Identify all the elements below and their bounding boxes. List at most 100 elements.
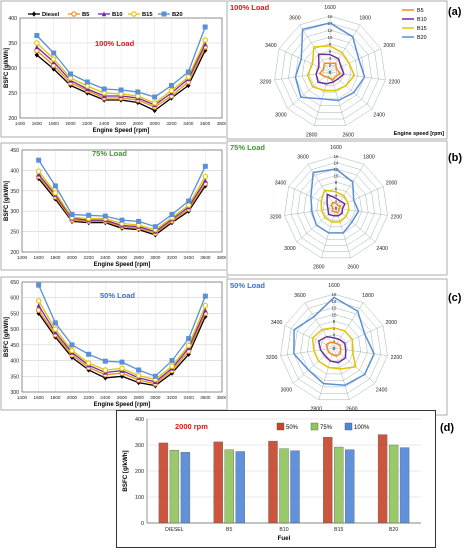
radar-series [311, 327, 357, 370]
radial-tick-label: 16 [332, 292, 337, 297]
radar-grid-ring [274, 15, 386, 126]
radar-spoke [329, 24, 361, 73]
y-tick-label: 350 [10, 189, 19, 195]
radar-spoke [293, 347, 335, 384]
radial-tick-label: 8 [329, 42, 332, 47]
radial-tick-label: 2 [335, 200, 338, 205]
x-tick-label: 2000 [67, 255, 78, 260]
radar-spoke [280, 347, 335, 356]
angle-label: 3400 [265, 43, 277, 49]
x-tick-label: 3000 [150, 395, 161, 400]
y-tick-label: 400 [10, 168, 19, 174]
x-tick-label: 3000 [150, 255, 161, 260]
legend-label: 75% [320, 425, 333, 431]
radar-spoke [287, 71, 331, 109]
radar-series [320, 189, 350, 223]
legend-label: 100% [354, 425, 370, 431]
line-chart-100-svg: 200 250 300 350 400 1400 1600 1800 2000 2200 2400 2… [0, 0, 229, 138]
panel-label-c: (c) [448, 292, 462, 304]
y-tick-label: 350 [8, 41, 17, 47]
radial-tick-label: 10 [332, 312, 337, 317]
data-point [169, 83, 175, 89]
x-tick-label: 3600 [200, 121, 211, 126]
radar-spoke [333, 325, 384, 349]
y-tick-label: 550 [10, 311, 19, 317]
x-tick-label: 2200 [84, 255, 95, 260]
angle-label: 1800 [363, 155, 375, 161]
data-point [86, 351, 92, 357]
x-tick-label: 1600 [34, 395, 45, 400]
data-point [152, 94, 158, 100]
radar-grid-ring [316, 188, 356, 227]
bar [224, 449, 234, 524]
radar-series [294, 22, 366, 102]
load-annotation: 100% Load [230, 3, 270, 12]
y-tick-label: 650 [10, 280, 19, 286]
x-tick-label: 2600 [117, 255, 128, 260]
x-tick-label: 3400 [183, 121, 194, 126]
line-chart-75-load: 200 250 300 350 400 450 1400 1600 1800 2000 2200 24… [0, 142, 230, 272]
x-tick-label: 3400 [184, 255, 195, 260]
angle-label: 2400 [376, 387, 388, 393]
data-point [102, 358, 108, 364]
x-tick-label: 3800 [217, 395, 228, 400]
radar-grid-ring [293, 307, 375, 388]
x-tick-label: B20 [389, 527, 398, 533]
data-point [52, 183, 58, 189]
data-point [69, 342, 75, 348]
x-tick-label: 1800 [50, 395, 61, 400]
data-point [186, 336, 192, 342]
radar-grid-ring [329, 201, 343, 215]
bar [377, 434, 388, 524]
data-point [185, 342, 192, 349]
radar-spoke [288, 186, 337, 209]
radar-grid-ring [297, 168, 375, 246]
legend-label: B5 [82, 12, 90, 18]
legend-marker [101, 11, 107, 17]
data-point [135, 89, 141, 95]
legend-swatch [310, 422, 319, 431]
plot-area [21, 149, 223, 253]
data-point [186, 198, 192, 204]
x-tick-label: 3200 [167, 395, 178, 400]
line-chart-100-load: 200 250 300 350 400 1400 1600 1800 2000 2200 2400 2… [0, 0, 230, 140]
data-point [135, 372, 142, 379]
data-point [85, 86, 90, 92]
radar-series [306, 45, 356, 92]
radar-series [318, 62, 342, 82]
radar-grid-ring [307, 320, 361, 375]
data-point [53, 329, 58, 335]
radial-tick-label: 2 [333, 339, 336, 344]
legend: Diesel B5 B10 B15 B20 [28, 11, 183, 18]
x-tick-label: 3600 [200, 395, 211, 400]
angle-label: 2800 [310, 406, 322, 412]
load-annotation: 75% Load [230, 143, 265, 152]
legend-label: B10 [417, 17, 427, 23]
bar-chart-2000-rpm: 0 100 200 300 400 DIESEL B5 B10 B15 B20 Fuel BSFC [… [116, 410, 436, 548]
radial-tick-label: 16 [334, 154, 339, 159]
data-point [202, 41, 208, 47]
data-point [52, 326, 59, 332]
radar-grid-ring [302, 43, 358, 100]
y-tick-label: 200 [10, 250, 19, 256]
radar-series [315, 53, 345, 85]
y-tick-label: 350 [10, 374, 19, 380]
radar-chart-50-load: 1600 1800 2000 2200 2400 2600 2800 3000 3200 3400… [226, 278, 448, 416]
x-tick-label: 2800 [134, 395, 145, 400]
radar-spoke [335, 207, 388, 216]
angle-label: 3200 [266, 355, 278, 361]
data-point [51, 59, 56, 65]
load-annotation: 50% Load [100, 291, 135, 300]
angle-label: 3400 [275, 181, 287, 187]
radar-series [330, 201, 342, 214]
angle-label: 2800 [306, 132, 318, 138]
angle-label: 1600 [330, 145, 342, 151]
radar-grid-ring [284, 155, 388, 259]
data-point [185, 74, 192, 80]
angle-label: 2200 [391, 355, 403, 361]
angle-label: 1800 [362, 293, 374, 299]
bar [268, 440, 278, 524]
data-point [202, 302, 209, 309]
angle-label: 2400 [376, 246, 388, 252]
x-tick-label: 2400 [99, 121, 110, 126]
